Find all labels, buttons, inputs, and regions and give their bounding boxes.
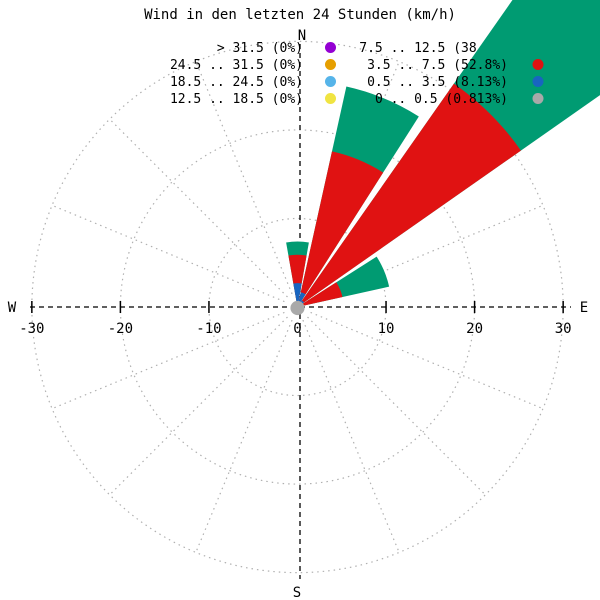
grid-spoke-135 <box>307 316 486 496</box>
legend-label-calm-bin: 0 .. 0.5 (0.813%) <box>375 92 508 107</box>
grid-spoke-337.5 <box>195 61 293 295</box>
legend-label-green-bin: 7.5 .. 12.5 (38.3%) <box>359 41 508 56</box>
compass-south: S <box>293 585 301 600</box>
calm-center-blob <box>290 300 305 316</box>
legend-label-red-bin: 3.5 .. 7.5 (52.8%) <box>367 58 508 73</box>
x-tick-label--10: -10 <box>196 321 221 337</box>
legend-label-12-18: 12.5 .. 18.5 (0%) <box>170 92 303 107</box>
wedge-NE-3.5-..-7.5 <box>297 83 521 307</box>
wind-rose-wedges <box>286 0 600 316</box>
wedge-ENE-3.5-..-7.5 <box>297 282 343 307</box>
legend-label-gt-31: > 31.5 (0%) <box>217 41 303 56</box>
wedge-N-0.5-..-3.5 <box>293 283 302 307</box>
chart-title: Wind in den letzten 24 Stunden (km/h) <box>144 7 456 23</box>
compass-east: E <box>580 300 588 316</box>
x-axis-ticks: -30 -20 -10 0 10 20 30 <box>19 301 572 337</box>
x-tick-label-0: 0 <box>293 321 301 337</box>
grid-spoke-112.5 <box>310 311 544 410</box>
compass-north: N <box>298 28 306 44</box>
x-tick-label--30: -30 <box>19 321 44 337</box>
grid-spoke-292.5 <box>51 204 285 303</box>
legend-dot-gray <box>532 93 544 104</box>
grid-spoke-202.5 <box>195 319 293 553</box>
grid-spoke-157.5 <box>302 319 400 553</box>
grid-spoke-67.5 <box>310 204 544 303</box>
x-tick-label-10: 10 <box>378 321 395 337</box>
legend-label-24-31: 24.5 .. 31.5 (0%) <box>170 58 303 73</box>
legend-label-blue-bin: 0.5 .. 3.5 (8.13%) <box>367 75 508 90</box>
legend-dot-orange <box>325 59 336 70</box>
legend: > 31.5 (0%) 24.5 .. 31.5 (0%) 18.5 .. 24… <box>170 41 544 107</box>
grid-spoke-225 <box>109 316 288 496</box>
x-tick-label--20: -20 <box>108 321 133 337</box>
x-tick-label-30: 30 <box>555 321 572 337</box>
grid-spoke-247.5 <box>51 311 285 410</box>
x-tick-label-20: 20 <box>466 321 483 337</box>
legend-dot-red <box>532 59 544 70</box>
legend-dot-skyblue <box>325 76 336 87</box>
legend-label-18-24: 18.5 .. 24.5 (0%) <box>170 75 303 90</box>
compass-west: W <box>8 300 17 316</box>
wedge-NNE-3.5-..-7.5 <box>297 151 384 307</box>
wedge-N-3.5-..-7.5 <box>288 254 307 307</box>
legend-dot-yellow <box>325 93 336 104</box>
legend-dot-blue <box>532 76 544 87</box>
grid-spoke-315 <box>109 118 288 298</box>
legend-dot-purple <box>325 42 336 53</box>
